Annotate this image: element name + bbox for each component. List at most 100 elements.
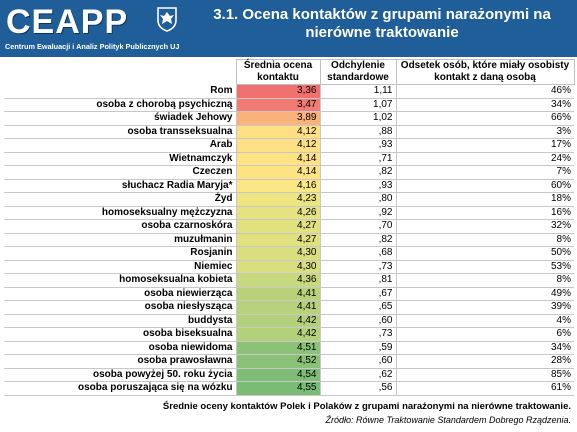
row-name: osoba czarnoskóra — [4, 219, 236, 234]
table-row: Rom 3,36 1,11 46% — [4, 84, 574, 99]
row-pct: 24% — [396, 152, 574, 166]
table-row: osoba niesłysząca 4,41,65 39% — [4, 300, 574, 315]
source-note: Źródło: Równe Traktowanie Standardem Dob… — [325, 415, 571, 425]
row-mean: 4,51 — [235, 341, 321, 355]
row-mean: 4,14 — [235, 165, 321, 180]
row-pct: 46% — [396, 84, 574, 99]
row-pct: 49% — [396, 287, 574, 301]
row-mean: 4,42 — [235, 314, 321, 328]
row-sd: ,60 — [320, 354, 397, 369]
table-row: Żyd 4,23,80 18% — [4, 192, 574, 207]
table-row: Arab 4,12,93 17% — [4, 138, 574, 153]
header-blank — [4, 60, 236, 85]
header-banner: CEAPP Centrum Ewaluacji i Analiz Polityk… — [0, 0, 577, 57]
row-pct: 16% — [396, 206, 574, 220]
row-mean: 3,89 — [235, 111, 321, 126]
row-name: osoba transseksualna — [4, 125, 236, 139]
header-pct: Odsetek osób, które miały osobisty konta… — [395, 59, 575, 85]
table-header-row: Średnia ocena kontaktu Odchylenie standa… — [4, 59, 575, 85]
table-row: Niemiec 4,30,73 53% — [4, 260, 574, 274]
table-row: Wietnamczyk 4,14,71 24% — [4, 152, 574, 166]
table-row: słuchacz Radia Maryja* 4,16,93 60% — [4, 179, 574, 193]
row-name: osoba powyżej 50. roku życia — [4, 368, 236, 382]
row-name: osoba niewidoma — [4, 341, 236, 355]
row-pct: 34% — [396, 341, 574, 355]
table-row: osoba biseksualna 4,42,73 6% — [4, 327, 574, 342]
row-mean: 3,36 — [235, 84, 321, 99]
logo: CEAPP Centrum Ewaluacji i Analiz Polityk… — [0, 0, 182, 57]
row-name: osoba prawosławna — [4, 354, 236, 369]
row-name: buddysta — [4, 314, 236, 328]
row-mean: 4,12 — [235, 138, 321, 153]
row-pct: 17% — [396, 138, 574, 153]
row-name: Niemiec — [4, 260, 236, 274]
row-name: Żyd — [4, 192, 236, 207]
row-pct: 4% — [396, 314, 574, 328]
row-sd: ,70 — [320, 219, 397, 234]
row-pct: 85% — [396, 368, 574, 382]
row-mean: 4,52 — [235, 354, 321, 369]
row-name: świadek Jehowy — [4, 111, 236, 126]
table-row: osoba z chorobą psychiczną 3,47 1,07 34% — [4, 98, 574, 112]
row-name: Wietnamczyk — [4, 152, 236, 166]
row-pct: 53% — [396, 260, 574, 274]
row-name: osoba z chorobą psychiczną — [4, 98, 236, 112]
row-mean: 4,30 — [235, 246, 321, 261]
table-row: osoba niewierząca 4,41,67 49% — [4, 287, 574, 301]
row-sd: ,73 — [320, 260, 397, 274]
university-eagle-emblem-icon — [157, 7, 177, 32]
row-pct: 66% — [396, 111, 574, 126]
row-name: osoba niewierząca — [4, 287, 236, 301]
row-pct: 6% — [396, 327, 574, 342]
logo-subtitle: Centrum Ewaluacji i Analiz Polityk Publi… — [5, 42, 180, 51]
row-name: Rom — [4, 84, 236, 99]
row-name: Rosjanin — [4, 246, 236, 261]
row-sd: ,73 — [320, 327, 397, 342]
row-sd: ,81 — [320, 273, 397, 288]
row-pct: 18% — [396, 192, 574, 207]
row-mean: 4,26 — [235, 206, 321, 220]
row-mean: 4,42 — [235, 327, 321, 342]
header-mean: Średnia ocena kontaktu — [235, 59, 321, 85]
table-row: osoba niewidoma 4,51,59 34% — [4, 341, 574, 355]
row-sd: ,82 — [320, 233, 397, 247]
logo-wordmark: CEAPP — [6, 3, 129, 41]
row-pct: 34% — [396, 98, 574, 112]
row-mean: 4,54 — [235, 368, 321, 382]
row-name: osoba biseksualna — [4, 327, 236, 342]
row-mean: 4,55 — [235, 381, 321, 396]
row-sd: 1,07 — [320, 98, 397, 112]
table-caption: Średnie oceny kontaktów Polek i Polaków … — [162, 401, 571, 412]
table-row: osoba prawosławna 4,52,60 28% — [4, 354, 574, 369]
row-sd: ,71 — [320, 152, 397, 166]
row-sd: ,80 — [320, 192, 397, 207]
row-sd: ,60 — [320, 314, 397, 328]
row-mean: 4,23 — [235, 192, 321, 207]
row-pct: 61% — [396, 381, 574, 396]
table-row: buddysta 4,42,60 4% — [4, 314, 574, 328]
row-sd: ,88 — [320, 125, 397, 139]
table-row: osoba poruszająca się na wózku 4,55,56 61% — [4, 381, 574, 396]
row-pct: 8% — [396, 273, 574, 288]
row-mean: 4,27 — [235, 219, 321, 234]
row-pct: 50% — [396, 246, 574, 261]
row-mean: 4,14 — [235, 152, 321, 166]
row-sd: ,62 — [320, 368, 397, 382]
row-sd: 1,02 — [320, 111, 397, 126]
row-sd: ,82 — [320, 165, 397, 180]
row-mean: 4,41 — [235, 300, 321, 315]
row-sd: ,65 — [320, 300, 397, 315]
table-row: homoseksualna kobieta 4,36,81 8% — [4, 273, 574, 288]
row-sd: ,67 — [320, 287, 397, 301]
row-name: homoseksualna kobieta — [4, 273, 236, 288]
row-mean: 4,36 — [235, 273, 321, 288]
table-row: homoseksualny mężczyzna 4,26,92 16% — [4, 206, 574, 220]
row-mean: 4,27 — [235, 233, 321, 247]
table-body: Rom 3,36 1,11 46% osoba z chorobą psychiczną… — [4, 84, 574, 396]
row-name: muzułmanin — [4, 233, 236, 247]
table-row: osoba powyżej 50. roku życia 4,54,62 85% — [4, 368, 574, 382]
table-row: świadek Jehowy 3,89 1,02 66% — [4, 111, 574, 126]
row-pct: 8% — [396, 233, 574, 247]
row-name: Arab — [4, 138, 236, 153]
row-sd: ,68 — [320, 246, 397, 261]
